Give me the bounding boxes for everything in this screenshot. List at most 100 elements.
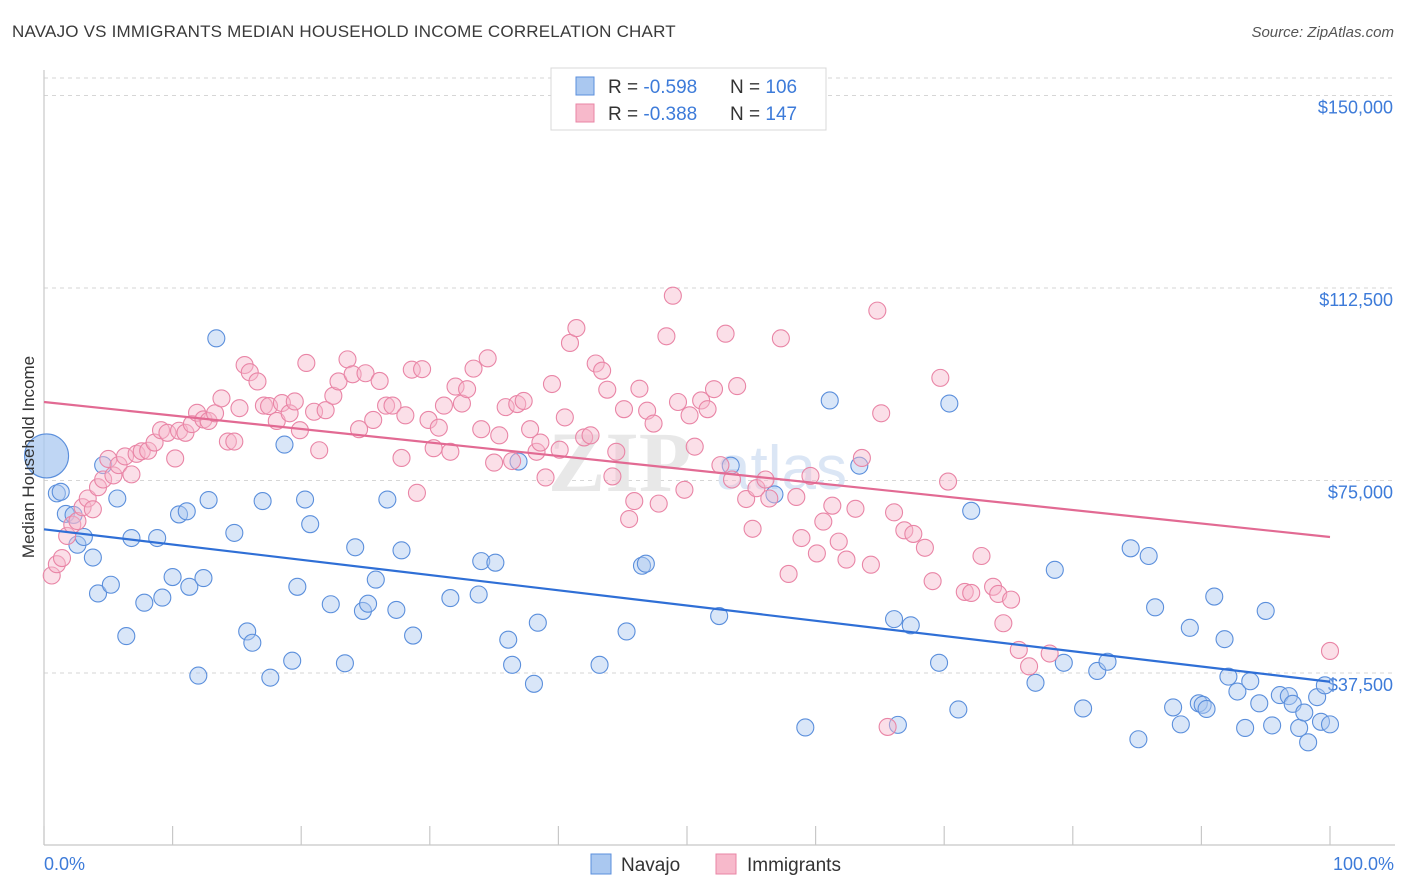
navajo-point	[83, 548, 102, 567]
navajo-point	[710, 607, 729, 626]
navajo-point	[117, 627, 136, 646]
immigrants-point	[550, 440, 569, 459]
immigrants-point	[704, 380, 724, 399]
immigrants-point	[884, 503, 904, 522]
immigrants-point	[419, 410, 438, 430]
immigrants-point	[514, 391, 533, 411]
immigrants-point	[441, 442, 460, 461]
navajo-point	[288, 577, 307, 596]
navajo-swatch	[575, 76, 595, 96]
immigrants-point	[254, 396, 273, 415]
immigrants-point	[490, 426, 509, 445]
immigrants-point	[923, 572, 942, 591]
immigrants-point	[657, 327, 676, 346]
immigrants-point	[586, 354, 605, 373]
navajo-point	[1241, 672, 1260, 691]
x-tick-label-right: 100.0%	[1333, 854, 1394, 874]
immigrants-point	[685, 437, 704, 456]
immigrants-point	[542, 374, 562, 394]
immigrants-point	[760, 489, 779, 508]
immigrants-point	[446, 377, 465, 396]
navajo-point	[1236, 718, 1255, 738]
immigrants-point	[895, 521, 914, 540]
immigrants-point	[531, 433, 550, 452]
navajo-point	[296, 490, 315, 509]
navajo-point	[528, 613, 547, 632]
source-label: Source: ZipAtlas.com	[1251, 24, 1394, 41]
navajo-point	[177, 502, 196, 521]
immigrants-point	[668, 392, 688, 412]
immigrants-point	[593, 361, 612, 380]
immigrants-point	[205, 404, 225, 423]
immigrants-point	[370, 371, 389, 390]
navajo-point	[24, 433, 70, 479]
svg-text:N = 106: N = 106	[730, 77, 797, 98]
immigrants-point	[939, 472, 958, 491]
navajo-point	[1180, 618, 1199, 637]
navajo-point	[469, 585, 488, 604]
navajo-point	[135, 593, 154, 612]
immigrants-n-value: 147	[765, 104, 797, 125]
navajo-point	[335, 654, 354, 673]
immigrants-point	[429, 418, 448, 437]
immigrants-point	[801, 466, 820, 485]
navajo-point	[1295, 703, 1314, 722]
immigrants-point	[630, 379, 649, 398]
immigrants-point	[383, 396, 402, 415]
svg-text:R = -0.598: R = -0.598	[608, 77, 697, 98]
navajo-points	[24, 329, 1340, 752]
navajo-point	[261, 668, 280, 687]
immigrants-point	[364, 410, 383, 430]
navajo-point	[1074, 699, 1093, 718]
immigrants-point	[478, 349, 497, 368]
navajo-point	[346, 538, 365, 557]
navajo-point	[1088, 661, 1107, 681]
navajo-point	[56, 504, 75, 523]
navajo-point	[1139, 546, 1158, 566]
navajo-point	[253, 492, 272, 511]
navajo-r-value: -0.598	[643, 77, 697, 98]
immigrants-point	[350, 420, 369, 439]
chart-title: NAVAJO VS IMMIGRANTS MEDIAN HOUSEHOLD IN…	[12, 22, 676, 41]
immigrants-point	[779, 564, 798, 584]
immigrants-point	[496, 398, 515, 417]
immigrants-point	[78, 489, 97, 508]
navajo-r-label: R =	[608, 77, 643, 98]
navajo-point	[180, 577, 199, 596]
navajo-point	[404, 626, 423, 645]
navajo-point	[301, 515, 320, 534]
immigrants-point	[68, 512, 87, 531]
immigrants-point	[846, 499, 865, 518]
navajo-point	[524, 674, 544, 693]
immigrants-point	[868, 301, 887, 320]
immigrants-point	[852, 448, 871, 467]
trend-lines	[43, 400, 1331, 683]
navajo-n-label: N =	[730, 77, 765, 98]
navajo-point	[1164, 698, 1183, 717]
immigrants-point	[285, 392, 304, 411]
navajo-point	[1228, 682, 1247, 701]
immigrants-point	[814, 512, 833, 531]
navajo-point	[1320, 715, 1340, 734]
immigrants-point	[787, 487, 806, 507]
immigrants-point	[122, 465, 141, 484]
stats-legend: R = -0.598 N = 106 R = -0.388 N = 147	[550, 67, 827, 131]
immigrants-point	[212, 389, 231, 408]
navajo-point	[189, 666, 208, 685]
immigrants-point	[485, 453, 504, 472]
immigrants-point	[625, 492, 644, 511]
legend-immigrants-swatch	[715, 853, 737, 875]
navajo-point	[1270, 686, 1289, 705]
navajo-n-value: 106	[765, 77, 797, 98]
navajo-point	[1299, 733, 1318, 752]
navajo-point	[194, 569, 213, 588]
navajo-point	[359, 594, 378, 613]
navajo-point	[1219, 667, 1238, 686]
immigrants-swatch	[575, 103, 595, 123]
immigrants-point	[1002, 590, 1021, 609]
svg-text:R = -0.388: R = -0.388	[608, 104, 697, 125]
immigrants-point	[356, 364, 375, 383]
immigrants-point	[581, 426, 600, 445]
immigrants-trend-line	[43, 400, 1331, 539]
navajo-point	[1215, 630, 1234, 649]
